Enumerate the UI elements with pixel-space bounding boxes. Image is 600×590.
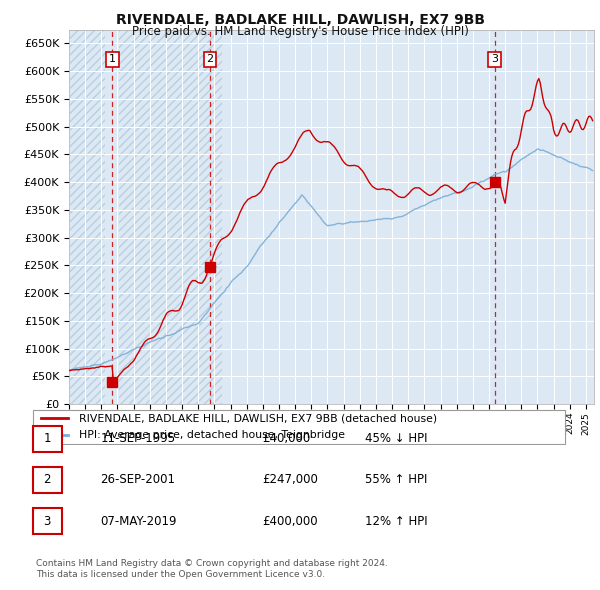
Text: Contains HM Land Registry data © Crown copyright and database right 2024.
This d: Contains HM Land Registry data © Crown c…	[36, 559, 388, 579]
Text: 55% ↑ HPI: 55% ↑ HPI	[365, 473, 427, 487]
Text: £247,000: £247,000	[262, 473, 318, 487]
Text: RIVENDALE, BADLAKE HILL, DAWLISH, EX7 9BB: RIVENDALE, BADLAKE HILL, DAWLISH, EX7 9B…	[115, 13, 485, 27]
Text: 26-SEP-2001: 26-SEP-2001	[100, 473, 175, 487]
Text: Price paid vs. HM Land Registry's House Price Index (HPI): Price paid vs. HM Land Registry's House …	[131, 25, 469, 38]
Text: £400,000: £400,000	[262, 514, 318, 528]
Text: 11-SEP-1995: 11-SEP-1995	[100, 432, 175, 445]
Text: £40,000: £40,000	[262, 432, 310, 445]
Text: 1: 1	[109, 54, 116, 64]
Text: 45% ↓ HPI: 45% ↓ HPI	[365, 432, 427, 445]
FancyBboxPatch shape	[33, 508, 62, 535]
Text: RIVENDALE, BADLAKE HILL, DAWLISH, EX7 9BB (detached house): RIVENDALE, BADLAKE HILL, DAWLISH, EX7 9B…	[79, 414, 437, 423]
Text: 12% ↑ HPI: 12% ↑ HPI	[365, 514, 427, 528]
FancyBboxPatch shape	[33, 410, 565, 444]
Text: 2: 2	[206, 54, 214, 64]
Text: 07-MAY-2019: 07-MAY-2019	[100, 514, 176, 528]
FancyBboxPatch shape	[33, 425, 62, 452]
FancyBboxPatch shape	[33, 467, 62, 493]
Text: HPI: Average price, detached house, Teignbridge: HPI: Average price, detached house, Teig…	[79, 431, 344, 440]
Text: 3: 3	[44, 514, 51, 528]
Text: 1: 1	[44, 432, 51, 445]
Text: 2: 2	[44, 473, 51, 487]
Text: 3: 3	[491, 54, 498, 64]
